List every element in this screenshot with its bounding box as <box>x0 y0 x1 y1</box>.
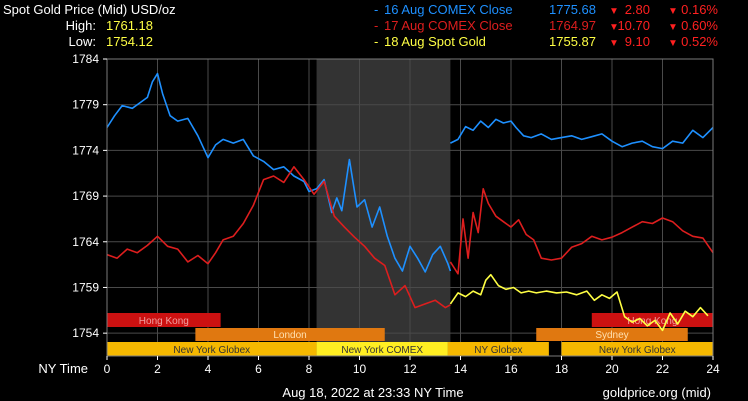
down-arrow-icon: ▼ <box>609 6 619 17</box>
y-tick-label: 1754 <box>72 326 99 340</box>
y-tick-label: 1769 <box>72 189 99 203</box>
legend-dash: - <box>374 18 378 33</box>
legend-row: - 17 Aug COMEX Close 1764.97 ▼ 10.70 ▼ 0… <box>374 18 718 33</box>
timestamp: Aug 18, 2022 at 23:33 NY Time <box>282 385 463 400</box>
down-arrow-icon: ▼ <box>668 38 678 49</box>
series-line <box>106 166 451 309</box>
low-value: 1754.12 <box>106 34 153 49</box>
session-bar <box>195 328 385 341</box>
y-tick-label: 1779 <box>72 98 99 112</box>
series-line <box>450 118 714 150</box>
low-label: Low: <box>69 34 96 49</box>
source-credit: goldprice.org (mid) <box>603 385 711 400</box>
comex-shaded-region <box>316 59 451 356</box>
y-tick-label: 1759 <box>72 280 99 294</box>
shaded-band <box>316 59 451 356</box>
legend-label: 17 Aug COMEX Close <box>384 18 513 33</box>
y-tick-label: 1784 <box>72 52 99 66</box>
legend-pct: 0.16% <box>681 2 718 17</box>
x-tick-label: 2 <box>154 362 161 376</box>
chart-title: Spot Gold Price (Mid) USD/oz <box>3 2 176 17</box>
session-label: New York Globex <box>173 345 250 356</box>
x-tick-label: 4 <box>205 362 212 376</box>
down-arrow-icon: ▼ <box>609 38 619 49</box>
x-axis-label: NY Time <box>38 361 88 376</box>
x-tick-label: 22 <box>656 362 670 376</box>
y-tick-label: 1774 <box>72 143 99 157</box>
session-label: New York COMEX <box>341 345 423 356</box>
session-label: NY Globex <box>474 345 522 356</box>
session-bar <box>561 342 713 356</box>
x-tick-label: 14 <box>454 362 468 376</box>
x-tick-label: 16 <box>504 362 518 376</box>
legend-row: - 18 Aug Spot Gold 1755.87 ▼ 9.10 ▼ 0.52… <box>374 34 718 49</box>
x-tick-label: 20 <box>605 362 619 376</box>
price-series <box>106 72 714 332</box>
session-label: Hong Kong <box>139 316 189 327</box>
session-label: London <box>273 330 306 341</box>
down-arrow-icon: ▼ <box>609 22 619 33</box>
session-bar <box>536 328 688 341</box>
legend-pct: 0.52% <box>681 34 718 49</box>
series-line <box>106 72 452 273</box>
y-tick-label: 1764 <box>72 235 99 249</box>
legend-change: 9.10 <box>625 34 650 49</box>
session-label: New York Globex <box>599 345 676 356</box>
x-axis-ticks: 0 2 4 6 8 10 12 14 16 18 20 22 24 <box>104 356 720 376</box>
x-tick-label: 18 <box>555 362 569 376</box>
legend-change: 2.80 <box>625 2 650 17</box>
session-label: Sydney <box>595 330 628 341</box>
series-line <box>449 273 709 332</box>
series-line <box>449 188 714 275</box>
legend-price: 1764.97 <box>549 18 596 33</box>
legend-dash: - <box>374 34 378 49</box>
x-tick-label: 24 <box>706 362 720 376</box>
x-tick-label: 6 <box>255 362 262 376</box>
high-value: 1761.18 <box>106 18 153 33</box>
legend-dash: - <box>374 2 378 17</box>
legend-price: 1755.87 <box>549 34 596 49</box>
legend-price: 1775.68 <box>549 2 596 17</box>
y-axis-ticks: 1754 1759 1764 1769 1774 1779 1784 <box>72 52 107 340</box>
legend-label: 18 Aug Spot Gold <box>384 34 486 49</box>
legend-row: - 16 Aug COMEX Close 1775.68 ▼ 2.80 ▼ 0.… <box>374 2 718 17</box>
x-tick-label: 8 <box>306 362 313 376</box>
x-tick-label: 12 <box>403 362 417 376</box>
session-bar <box>107 342 317 356</box>
legend-change: 10.70 <box>617 18 650 33</box>
down-arrow-icon: ▼ <box>668 22 678 33</box>
down-arrow-icon: ▼ <box>668 6 678 17</box>
legend-label: 16 Aug COMEX Close <box>384 2 513 17</box>
legend-pct: 0.60% <box>681 18 718 33</box>
legend: - 16 Aug COMEX Close 1775.68 ▼ 2.80 ▼ 0.… <box>374 2 718 49</box>
session-bar <box>107 313 221 327</box>
high-label: High: <box>66 18 96 33</box>
x-tick-label: 0 <box>104 362 111 376</box>
session-bar <box>316 342 448 356</box>
session-bar <box>447 342 549 356</box>
x-tick-label: 10 <box>353 362 367 376</box>
